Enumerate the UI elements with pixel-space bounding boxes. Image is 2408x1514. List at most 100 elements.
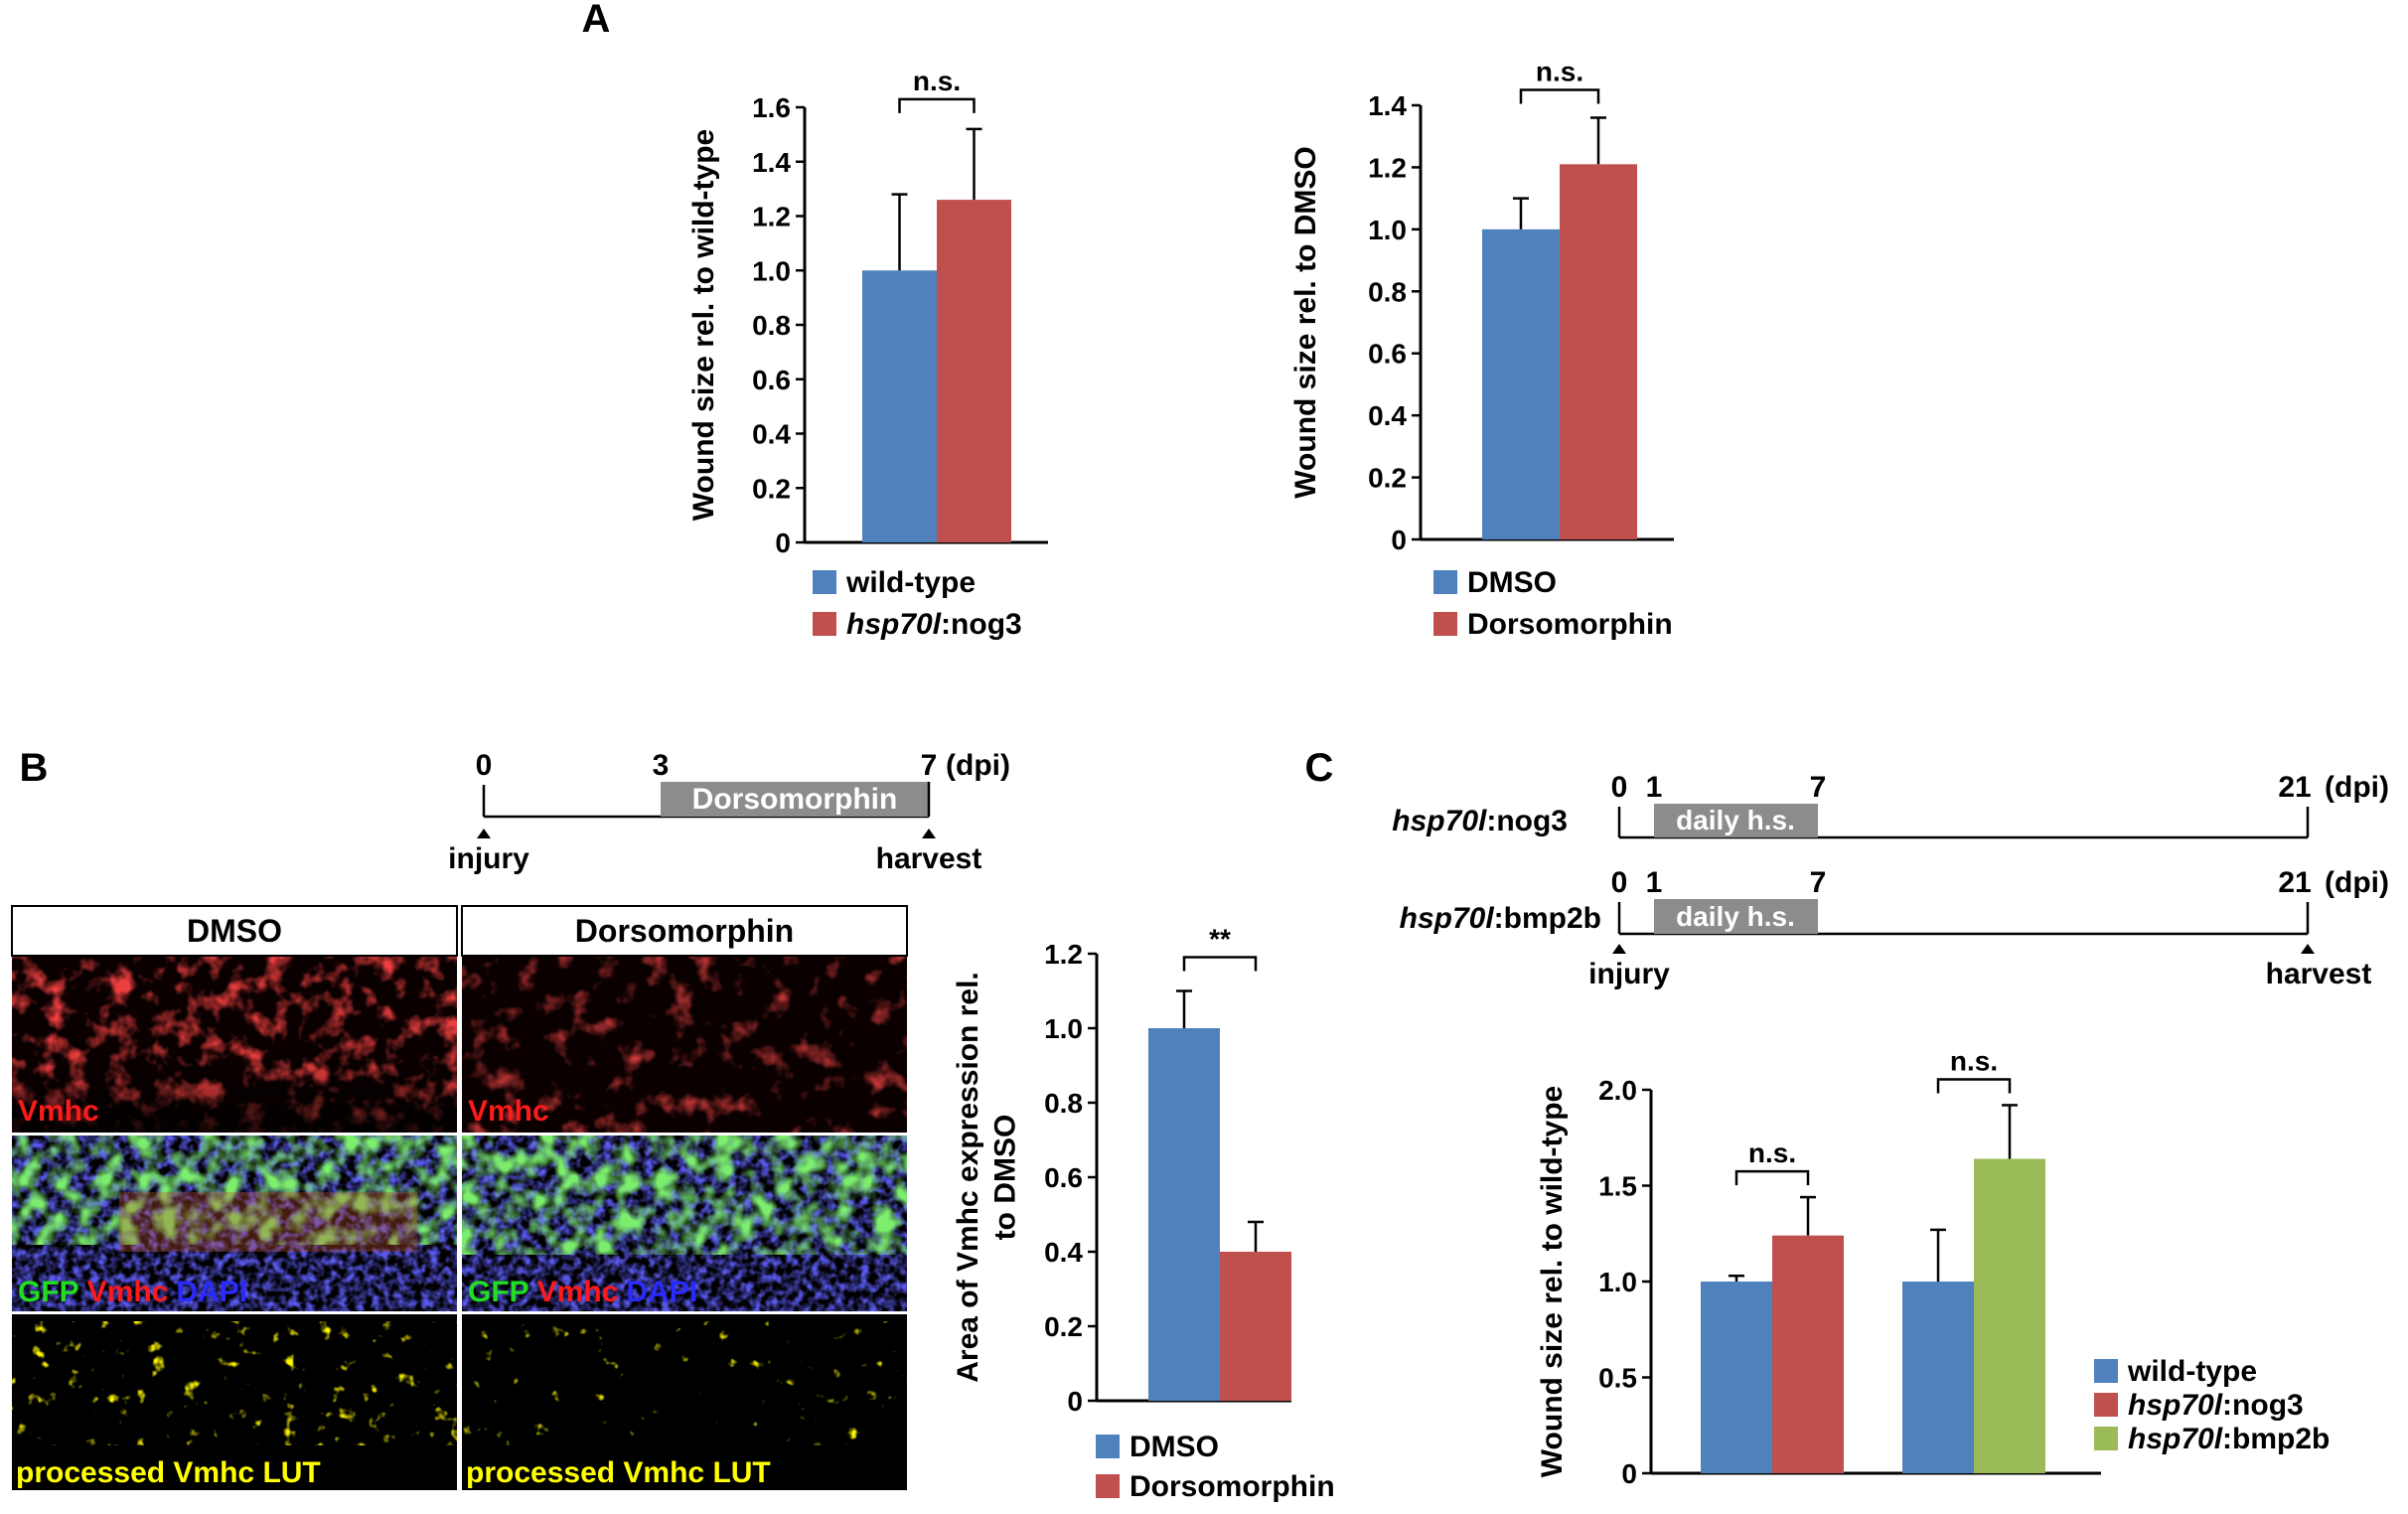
chart-a-right-ytick-label-6: 1.2 [1368, 152, 1407, 183]
micrograph-label-merge-dorsomorphin: GFP Vmhc DAPI [468, 1276, 697, 1308]
chart-a-right-sig-label-0: n.s. [1536, 56, 1583, 86]
timeline-c-row1-box-label: daily h.s. [1676, 805, 1795, 835]
chart-a-left: 0 0.2 0.4 0.6 0.8 1.0 1.2 1.4 1.6 Wound size rel.… [687, 66, 1048, 641]
panel-label-c: C [1305, 746, 1334, 790]
chart-b-ylabel: Area of Vmhc expression rel. to DMSO [952, 972, 1022, 1383]
timeline-b-box [661, 782, 929, 817]
chart-c-ytick-label-2: 1.0 [1598, 1267, 1637, 1297]
chart-a-left-ytick-label-4: 0.8 [752, 310, 791, 341]
chart-a-left-bar-0 [862, 270, 937, 542]
chart-a-right-legend-swatch-1 [1433, 612, 1457, 636]
chart-b: 0 0.2 0.4 0.6 0.8 1.0 1.2 Area of Vmhc expressi… [952, 924, 1335, 1504]
chart-a-left-ytick-label-2: 0.4 [752, 419, 791, 450]
micrograph-vmhc-dorsomorphin [462, 957, 907, 1133]
chart-a-right-ytick-label-7: 1.4 [1368, 90, 1407, 121]
timeline-b-harvest-label: harvest [876, 842, 982, 875]
micrograph-header-dmso-label: DMSO [187, 913, 282, 949]
chart-b-sig-bracket-0 [1182, 956, 1258, 972]
chart-a-left-legend-label-0: wild-type [845, 566, 976, 599]
micrograph-header-dmso [11, 905, 458, 957]
timeline-c-row1-label: hsp70l:nog3 [1392, 805, 1568, 837]
timeline-c-injury-arrow [1612, 944, 1626, 954]
chart-a-right-ytick-label-2: 0.4 [1368, 400, 1407, 431]
timeline-b-injury-label: injury [448, 842, 529, 875]
chart-b-legend-swatch-1 [1096, 1474, 1120, 1498]
chart-c: 0 0.5 1.0 1.5 2.0 Wound size rel. to wild-typ… [1536, 1045, 2330, 1489]
chart-c-ylabel: Wound size rel. to wild-type [1536, 1086, 1569, 1477]
chart-c-sig-label-1: n.s. [1950, 1045, 1998, 1076]
timeline-b-tick-0: 0 [476, 749, 493, 782]
chart-a-left-legend-swatch-0 [813, 570, 836, 594]
chart-a-right-ytick-label-5: 1.0 [1368, 215, 1407, 245]
timeline-b-injury-arrow [477, 829, 491, 838]
chart-c-ytick-label-1: 0.5 [1598, 1363, 1637, 1394]
timeline-b-tick-7: 7 [921, 749, 938, 782]
chart-b-ytick-label-1: 0.2 [1044, 1311, 1083, 1342]
chart-c-legend-swatch-0 [2094, 1359, 2118, 1383]
micrograph-label-vmhc-dorsomorphin: Vmhc [468, 1095, 549, 1128]
chart-c-sig-label-0: n.s. [1748, 1137, 1796, 1168]
chart-a-right-ytick-label-4: 0.8 [1368, 276, 1407, 307]
chart-b-bar-1 [1220, 1252, 1291, 1401]
chart-c-sig-bracket-1 [1936, 1078, 2012, 1094]
timeline-c: hsp70l:nog3 daily h.s. 0 1 7 21 (dpi) hs… [1392, 771, 2389, 990]
micrograph-header-dorsomorphin [461, 905, 908, 957]
chart-a-right-ytick-label-3: 0.6 [1368, 339, 1407, 370]
panel-label-a: A [582, 0, 611, 41]
chart-a-right-ylabel: Wound size rel. to DMSO [1289, 146, 1322, 498]
chart-c-legend-label-2: hsp70l:bmp2b [2128, 1423, 2330, 1455]
chart-a-left-ylabel: Wound size rel. to wild-type [687, 129, 720, 521]
timeline-c-row1-tick-1: 1 [1646, 771, 1663, 804]
timeline-c-row2-tick-7: 7 [1810, 866, 1827, 899]
chart-a-right-bar-1 [1560, 164, 1637, 540]
chart-a-left-ytick-label-8: 1.6 [752, 92, 791, 123]
timeline-c-injury-label: injury [1588, 958, 1670, 990]
micrograph-label-lut-dmso: processed Vmhc LUT [16, 1456, 321, 1489]
chart-c-bar-3 [1974, 1158, 2045, 1473]
chart-a-left-sig-label-0: n.s. [913, 66, 961, 96]
timeline-b-box-label: Dorsomorphin [692, 783, 898, 816]
chart-c-legend-label-1: hsp70l:nog3 [2128, 1389, 2304, 1422]
timeline-c-row1-tick-0: 0 [1611, 771, 1628, 804]
micrograph-lut-dorsomorphin [462, 1314, 907, 1490]
chart-c-bar-0 [1701, 1282, 1772, 1473]
timeline-b-tick-3: 3 [653, 749, 670, 782]
panel-label-b: B [20, 746, 49, 790]
chart-b-ytick-label-4: 0.8 [1044, 1088, 1083, 1119]
micrograph-header-dorsomorphin-label: Dorsomorphin [575, 913, 794, 949]
chart-a-right-ytick-label-0: 0 [1391, 525, 1407, 555]
timeline-c-row2-tick-1: 1 [1646, 866, 1663, 899]
chart-a-left-ytick-label-3: 0.6 [752, 365, 791, 395]
chart-b-legend-label-0: DMSO [1129, 1431, 1219, 1463]
chart-c-legend-swatch-2 [2094, 1427, 2118, 1450]
timeline-b-harvest-arrow [922, 829, 936, 838]
chart-a-right-ytick-label-1: 0.2 [1368, 463, 1407, 494]
chart-c-legend-label-0: wild-type [2127, 1355, 2257, 1388]
micrograph-lut-dmso [12, 1314, 457, 1490]
chart-a-left-ytick-label-0: 0 [775, 528, 791, 558]
chart-a-right-legend-label-0: DMSO [1467, 566, 1557, 599]
micrograph-label-vmhc-dmso: Vmhc [18, 1095, 99, 1128]
chart-b-sig-label-0: ** [1209, 924, 1231, 955]
timeline-c-row1-box [1654, 804, 1818, 837]
micrograph-vmhc-dmso [12, 957, 457, 1133]
chart-c-ytick-label-0: 0 [1621, 1458, 1637, 1489]
chart-b-ytick-label-2: 0.4 [1044, 1237, 1083, 1268]
timeline-c-row2-label: hsp70l:bmp2b [1400, 902, 1601, 935]
chart-a-left-legend-swatch-1 [813, 612, 836, 636]
chart-a-right-legend-swatch-0 [1433, 570, 1457, 594]
chart-b-ytick-label-3: 0.6 [1044, 1162, 1083, 1193]
chart-c-ytick-label-3: 1.5 [1598, 1171, 1637, 1202]
chart-b-ytick-label-6: 1.2 [1044, 939, 1083, 970]
chart-b-legend-swatch-0 [1096, 1435, 1120, 1458]
chart-c-legend-swatch-1 [2094, 1393, 2118, 1417]
chart-a-left-sig-bracket-0 [898, 97, 976, 113]
timeline-c-harvest-label: harvest [2266, 958, 2372, 990]
chart-a-left-ytick-label-6: 1.2 [752, 202, 791, 232]
chart-a-right-sig-bracket-0 [1519, 88, 1600, 104]
timeline-c-row2-box [1654, 899, 1818, 934]
micrograph-merge-dorsomorphin [462, 1136, 907, 1311]
chart-b-bar-0 [1148, 1028, 1220, 1401]
chart-a-left-legend-label-1: hsp70l:nog3 [846, 608, 1022, 641]
